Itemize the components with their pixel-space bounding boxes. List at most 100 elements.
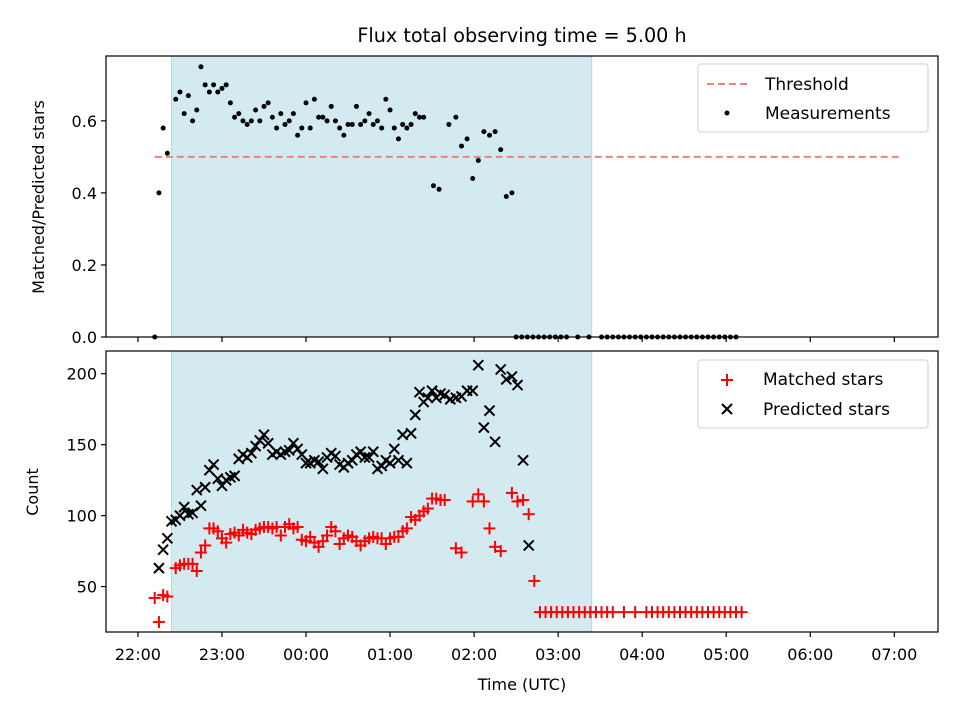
- measurement-point: [227, 100, 233, 106]
- measurement-point: [408, 121, 414, 127]
- predicted-star-marker: [203, 464, 216, 476]
- measurement-point: [232, 114, 238, 120]
- measurement-point: [198, 64, 204, 70]
- matched-star-marker: [220, 536, 233, 549]
- legend-threshold-label: Threshold: [764, 75, 849, 95]
- matched-star-marker: [629, 606, 642, 619]
- measurement-point: [290, 111, 296, 117]
- measurement-point: [286, 118, 292, 124]
- matched-star-marker: [291, 520, 304, 533]
- measurement-point: [206, 89, 212, 95]
- measurement-point: [358, 121, 364, 127]
- measurement-point: [274, 125, 280, 131]
- predicted-star-marker: [258, 429, 270, 441]
- measurement-point: [498, 147, 504, 153]
- bottom-y-axis: 50 100 150 200: [66, 365, 106, 597]
- matched-star-marker: [161, 590, 174, 603]
- predicted-star-marker: [359, 451, 371, 464]
- measurement-point: [211, 82, 217, 88]
- matched-star-marker: [735, 606, 748, 619]
- x-tick-label: 06:00: [787, 645, 833, 664]
- predicted-star-marker: [191, 484, 203, 496]
- predicted-star-marker: [195, 499, 207, 512]
- matched-star-marker: [148, 591, 161, 604]
- measurement-point: [185, 93, 191, 99]
- top-panel: 0.0 0.2 0.4 0.6 Matched/Predicted stars Thr…: [29, 55, 939, 347]
- measurement-point: [379, 125, 385, 131]
- measurement-point: [244, 121, 250, 127]
- top-shaded-region: [171, 55, 593, 338]
- matched-star-marker: [199, 539, 212, 552]
- measurement-point: [164, 150, 170, 156]
- measurement-point: [475, 157, 481, 163]
- predicted-star-marker: [405, 427, 417, 440]
- measurement-point: [353, 103, 359, 109]
- predicted-star-marker: [517, 454, 529, 466]
- matched-star-marker: [329, 525, 342, 538]
- predicted-star-marker: [511, 379, 524, 391]
- predicted-star-marker: [384, 457, 396, 469]
- x-tick-label: 05:00: [703, 645, 749, 664]
- bottom-y-tick-label: 150: [66, 436, 97, 455]
- predicted-star-marker: [254, 434, 266, 447]
- predicted-star-marker: [312, 455, 325, 468]
- measurement-point: [391, 125, 397, 131]
- top-legend-box: [697, 63, 929, 133]
- measurement-point: [194, 107, 200, 113]
- measurement-point: [362, 118, 368, 124]
- matched-star-marker: [477, 495, 490, 508]
- x-axis-label: Time (UTC): [477, 675, 566, 694]
- predicted-star-marker: [478, 421, 490, 434]
- measurement-point: [278, 111, 284, 117]
- measurement-point: [173, 96, 179, 102]
- predicted-star-marker: [422, 392, 434, 404]
- predicted-star-marker: [375, 460, 388, 472]
- measurement-point: [190, 118, 196, 124]
- measurement-point: [328, 103, 334, 109]
- matched-star-marker: [472, 488, 485, 501]
- predicted-star-marker: [489, 436, 501, 448]
- measurement-point: [324, 118, 330, 124]
- bottom-legend-box: [697, 359, 929, 429]
- measurement-point: [487, 132, 493, 138]
- predicted-star-marker: [296, 448, 308, 461]
- predicted-star-marker: [401, 457, 413, 469]
- predicted-star-marker: [388, 443, 400, 455]
- measurement-point: [453, 114, 459, 120]
- predicted-star-marker: [354, 446, 367, 458]
- matched-star-marker: [321, 529, 334, 542]
- measurement-point: [215, 89, 221, 95]
- x-tick-label: 22:00: [115, 645, 161, 664]
- x-tick-label: 07:00: [871, 645, 917, 664]
- predicted-star-marker: [466, 385, 479, 397]
- matched-star-marker: [194, 546, 207, 559]
- measurement-point: [458, 143, 464, 149]
- measurement-point: [316, 114, 322, 120]
- matched-star-marker: [522, 508, 535, 521]
- matched-star-marker: [211, 525, 224, 538]
- predicted-star-marker: [329, 450, 342, 462]
- measurement-point: [341, 132, 347, 138]
- bottom-y-axis-label: Count: [23, 468, 42, 516]
- measurement-point: [400, 121, 406, 127]
- predicted-star-marker: [500, 373, 513, 386]
- measurement-point: [349, 121, 355, 127]
- predicted-star-marker: [409, 409, 421, 421]
- predicted-star-marker: [249, 440, 262, 452]
- predicted-star-marker: [483, 404, 496, 417]
- measurement-point: [446, 121, 452, 127]
- bottom-shaded-region: [171, 350, 593, 633]
- top-x-ticks: [137, 337, 895, 342]
- top-legend: Threshold Measurements: [697, 63, 929, 133]
- predicted-star-marker: [300, 457, 312, 469]
- measurement-point: [332, 118, 338, 124]
- predicted-star-marker: [413, 386, 426, 398]
- predicted-star-marker: [245, 447, 258, 459]
- predicted-star-marker: [216, 480, 228, 492]
- predicted-star-marker: [426, 385, 438, 397]
- predicted-star-marker: [153, 562, 165, 574]
- measurement-point: [503, 194, 509, 199]
- predicted-star-marker: [506, 370, 518, 383]
- matched-star-marker: [517, 494, 530, 507]
